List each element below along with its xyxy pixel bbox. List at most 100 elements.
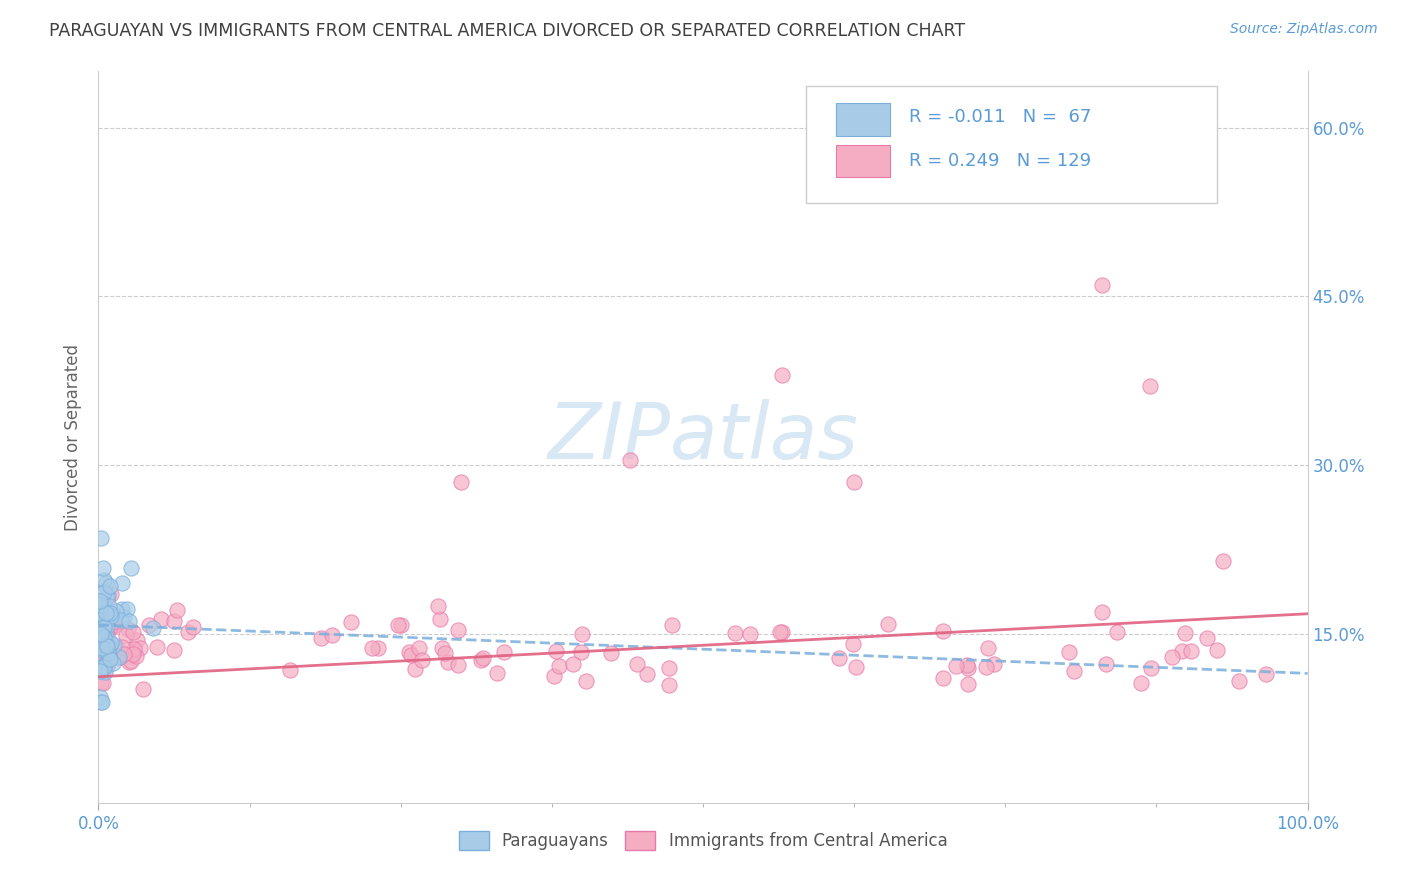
Immigrants from Central America [470,653,492,667]
Immigrants from Central America [543,669,565,683]
Immigrants from Central America [1091,278,1114,293]
Immigrants from Central America [367,640,389,655]
Immigrants from Central America [450,475,472,489]
Immigrants from Central America [96,593,118,607]
Immigrants from Central America [1171,643,1194,657]
Immigrants from Central America [769,625,792,640]
Immigrants from Central America [90,586,112,600]
Text: ZIPatlas: ZIPatlas [547,399,859,475]
Immigrants from Central America [96,628,118,642]
Immigrants from Central America [626,657,648,672]
Paraguayans [94,645,117,659]
Paraguayans [94,606,117,620]
Immigrants from Central America [429,612,451,626]
Paraguayans [94,638,117,652]
Immigrants from Central America [1095,657,1118,671]
Paraguayans [91,658,114,673]
Immigrants from Central America [163,615,186,629]
Immigrants from Central America [1229,673,1251,688]
Immigrants from Central America [447,657,470,672]
Immigrants from Central America [96,602,118,616]
Immigrants from Central America [398,645,420,659]
Paraguayans [89,690,111,704]
Paraguayans [97,588,120,602]
Immigrants from Central America [90,637,112,651]
Text: PARAGUAYAN VS IMMIGRANTS FROM CENTRAL AMERICA DIVORCED OR SEPARATED CORRELATION : PARAGUAYAN VS IMMIGRANTS FROM CENTRAL AM… [49,22,966,40]
Immigrants from Central America [166,603,188,617]
Immigrants from Central America [770,624,793,639]
Paraguayans [98,652,121,666]
Paraguayans [93,630,115,644]
Paraguayans [89,625,111,640]
Immigrants from Central America [485,665,508,680]
Immigrants from Central America [546,643,568,657]
Text: R = 0.249   N = 129: R = 0.249 N = 129 [908,153,1091,170]
Bar [837,103,890,136]
Immigrants from Central America [90,649,112,664]
Immigrants from Central America [932,624,955,639]
Immigrants from Central America [90,634,112,648]
Paraguayans [97,599,120,614]
Immigrants from Central America [101,620,124,634]
Immigrants from Central America [430,640,453,655]
Immigrants from Central America [427,599,450,613]
Paraguayans [103,638,125,652]
Immigrants from Central America [90,638,112,652]
Immigrants from Central America [96,616,118,631]
Immigrants from Central America [983,657,1005,671]
Paraguayans [94,601,117,615]
Paraguayans [100,609,122,624]
Paraguayans [96,619,118,633]
FancyBboxPatch shape [806,86,1218,203]
Immigrants from Central America [138,618,160,632]
Paraguayans [89,594,111,608]
Immigrants from Central America [845,659,868,673]
Paraguayans [90,586,112,600]
Immigrants from Central America [827,651,849,665]
Immigrants from Central America [974,660,997,674]
Paraguayans [93,665,115,679]
Paraguayans [94,637,117,651]
Immigrants from Central America [770,368,793,383]
Immigrants from Central America [118,655,141,669]
Paraguayans [91,561,114,575]
Paraguayans [94,576,117,591]
Paraguayans [89,665,111,679]
Immigrants from Central America [471,651,494,665]
Immigrants from Central America [433,646,456,660]
Paraguayans [101,657,124,671]
Immigrants from Central America [574,674,596,689]
Immigrants from Central America [101,641,124,656]
Paraguayans [91,640,114,655]
Immigrants from Central America [177,624,200,639]
Paraguayans [142,621,165,635]
Immigrants from Central America [90,616,112,631]
Paraguayans [108,649,131,664]
Paraguayans [117,602,139,616]
Immigrants from Central America [97,640,120,654]
Immigrants from Central America [146,640,169,654]
Immigrants from Central America [1140,661,1163,675]
Paraguayans [100,606,122,620]
Immigrants from Central America [740,627,762,641]
Immigrants from Central America [404,662,426,676]
Immigrants from Central America [107,642,129,657]
Immigrants from Central America [108,650,131,665]
Paraguayans [93,620,115,634]
Immigrants from Central America [636,666,658,681]
Immigrants from Central America [891,171,914,186]
Paraguayans [93,585,115,599]
Immigrants from Central America [125,648,148,663]
Paraguayans [96,639,118,653]
Paraguayans [93,638,115,652]
Y-axis label: Divorced or Separated: Divorced or Separated [65,343,83,531]
Immigrants from Central America [90,652,112,666]
Immigrants from Central America [1180,643,1202,657]
Immigrants from Central America [339,615,361,629]
Immigrants from Central America [1063,664,1085,678]
Immigrants from Central America [112,648,135,662]
Immigrants from Central America [1212,554,1234,568]
Immigrants from Central America [100,587,122,601]
Immigrants from Central America [957,676,980,690]
Immigrants from Central America [91,676,114,690]
